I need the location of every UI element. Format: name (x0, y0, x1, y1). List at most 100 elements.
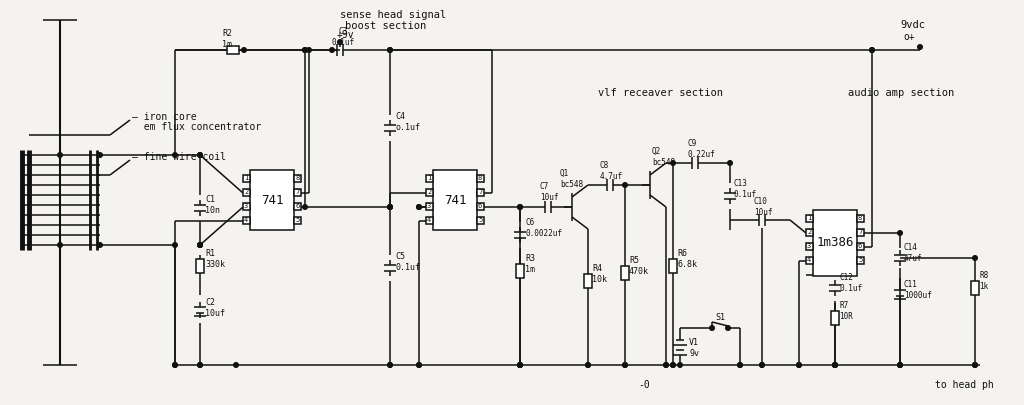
Circle shape (918, 45, 923, 49)
Text: 8: 8 (295, 175, 299, 181)
Circle shape (303, 205, 307, 209)
Text: 741: 741 (261, 194, 284, 207)
Text: 3: 3 (807, 243, 811, 249)
Text: C12
0.1uf: C12 0.1uf (839, 273, 862, 293)
Bar (294, 175, 301, 182)
Circle shape (869, 48, 874, 52)
Circle shape (307, 48, 311, 52)
Circle shape (388, 205, 392, 209)
Text: C11
1000uf: C11 1000uf (904, 280, 932, 300)
Bar (813, 210, 857, 276)
Text: C13
0.1uf: C13 0.1uf (734, 179, 757, 199)
Bar (971, 281, 979, 295)
Text: — fine wire coil: — fine wire coil (132, 152, 226, 162)
Circle shape (586, 363, 590, 367)
Circle shape (198, 153, 203, 157)
Circle shape (198, 363, 203, 367)
Text: 7: 7 (478, 190, 482, 196)
Circle shape (233, 363, 239, 367)
Circle shape (173, 363, 177, 367)
Text: Q2
bc548: Q2 bc548 (652, 147, 675, 167)
Bar (426, 217, 433, 224)
Circle shape (57, 243, 62, 247)
Text: C1
10n: C1 10n (205, 195, 220, 215)
Text: Q1
bc548: Q1 bc548 (560, 169, 583, 189)
Text: R7
10R: R7 10R (839, 301, 853, 321)
Text: — iron core: — iron core (132, 112, 197, 122)
Text: boost section: boost section (345, 21, 426, 31)
Text: 5: 5 (858, 258, 862, 264)
Circle shape (388, 205, 392, 209)
Text: 6: 6 (478, 203, 482, 209)
Text: 3: 3 (427, 203, 431, 209)
Bar (477, 217, 484, 224)
Text: C8
4.7uf: C8 4.7uf (600, 161, 624, 181)
Text: 5: 5 (295, 217, 299, 224)
Circle shape (760, 363, 764, 367)
Text: 1: 1 (807, 215, 811, 222)
Circle shape (57, 153, 62, 157)
Text: +9v: +9v (337, 30, 354, 40)
Text: C9
0.22uf: C9 0.22uf (687, 139, 715, 159)
Bar (584, 274, 592, 288)
Text: C6
0.0022uf: C6 0.0022uf (525, 218, 562, 238)
Circle shape (623, 363, 628, 367)
Circle shape (97, 153, 102, 157)
Circle shape (678, 363, 682, 367)
Circle shape (518, 363, 522, 367)
Text: 2: 2 (807, 230, 811, 235)
Text: C2
10uf: C2 10uf (205, 298, 225, 318)
Text: 3: 3 (244, 203, 248, 209)
Circle shape (518, 205, 522, 209)
Circle shape (388, 48, 392, 52)
Text: 7: 7 (295, 190, 299, 196)
Text: 6: 6 (858, 243, 862, 249)
Circle shape (833, 363, 838, 367)
Text: -0: -0 (638, 380, 650, 390)
Circle shape (417, 205, 421, 209)
Circle shape (737, 363, 742, 367)
Bar (477, 189, 484, 196)
Circle shape (710, 326, 715, 330)
Text: vlf receaver section: vlf receaver section (598, 88, 723, 98)
Bar (250, 170, 294, 230)
Text: 1: 1 (244, 175, 248, 181)
Circle shape (664, 363, 669, 367)
Text: em flux concentrator: em flux concentrator (132, 122, 261, 132)
Text: R3
1m: R3 1m (525, 254, 535, 274)
Bar (806, 257, 813, 264)
Bar (857, 257, 864, 264)
Text: R2
1m: R2 1m (222, 29, 232, 49)
Bar (243, 175, 250, 182)
Text: R8
1k: R8 1k (979, 271, 988, 291)
Circle shape (728, 161, 732, 165)
Circle shape (518, 363, 522, 367)
Circle shape (623, 183, 628, 187)
Bar (426, 189, 433, 196)
Text: C7
10uf: C7 10uf (540, 182, 558, 202)
Text: 7: 7 (858, 230, 862, 235)
Text: R4
10k: R4 10k (592, 264, 607, 284)
Text: audio amp section: audio amp section (848, 88, 954, 98)
Circle shape (671, 363, 675, 367)
Bar (294, 203, 301, 210)
Circle shape (737, 363, 742, 367)
Circle shape (198, 243, 203, 247)
Circle shape (388, 363, 392, 367)
Circle shape (586, 363, 590, 367)
Circle shape (303, 48, 307, 52)
Text: 1: 1 (427, 175, 431, 181)
Bar (806, 243, 813, 250)
Text: 8: 8 (858, 215, 862, 222)
Circle shape (760, 363, 764, 367)
Bar (243, 217, 250, 224)
Bar (857, 215, 864, 222)
Circle shape (173, 243, 177, 247)
Circle shape (97, 243, 102, 247)
Circle shape (973, 363, 977, 367)
Text: 8: 8 (478, 175, 482, 181)
Circle shape (303, 48, 307, 52)
Circle shape (797, 363, 802, 367)
Circle shape (898, 363, 902, 367)
Circle shape (388, 205, 392, 209)
